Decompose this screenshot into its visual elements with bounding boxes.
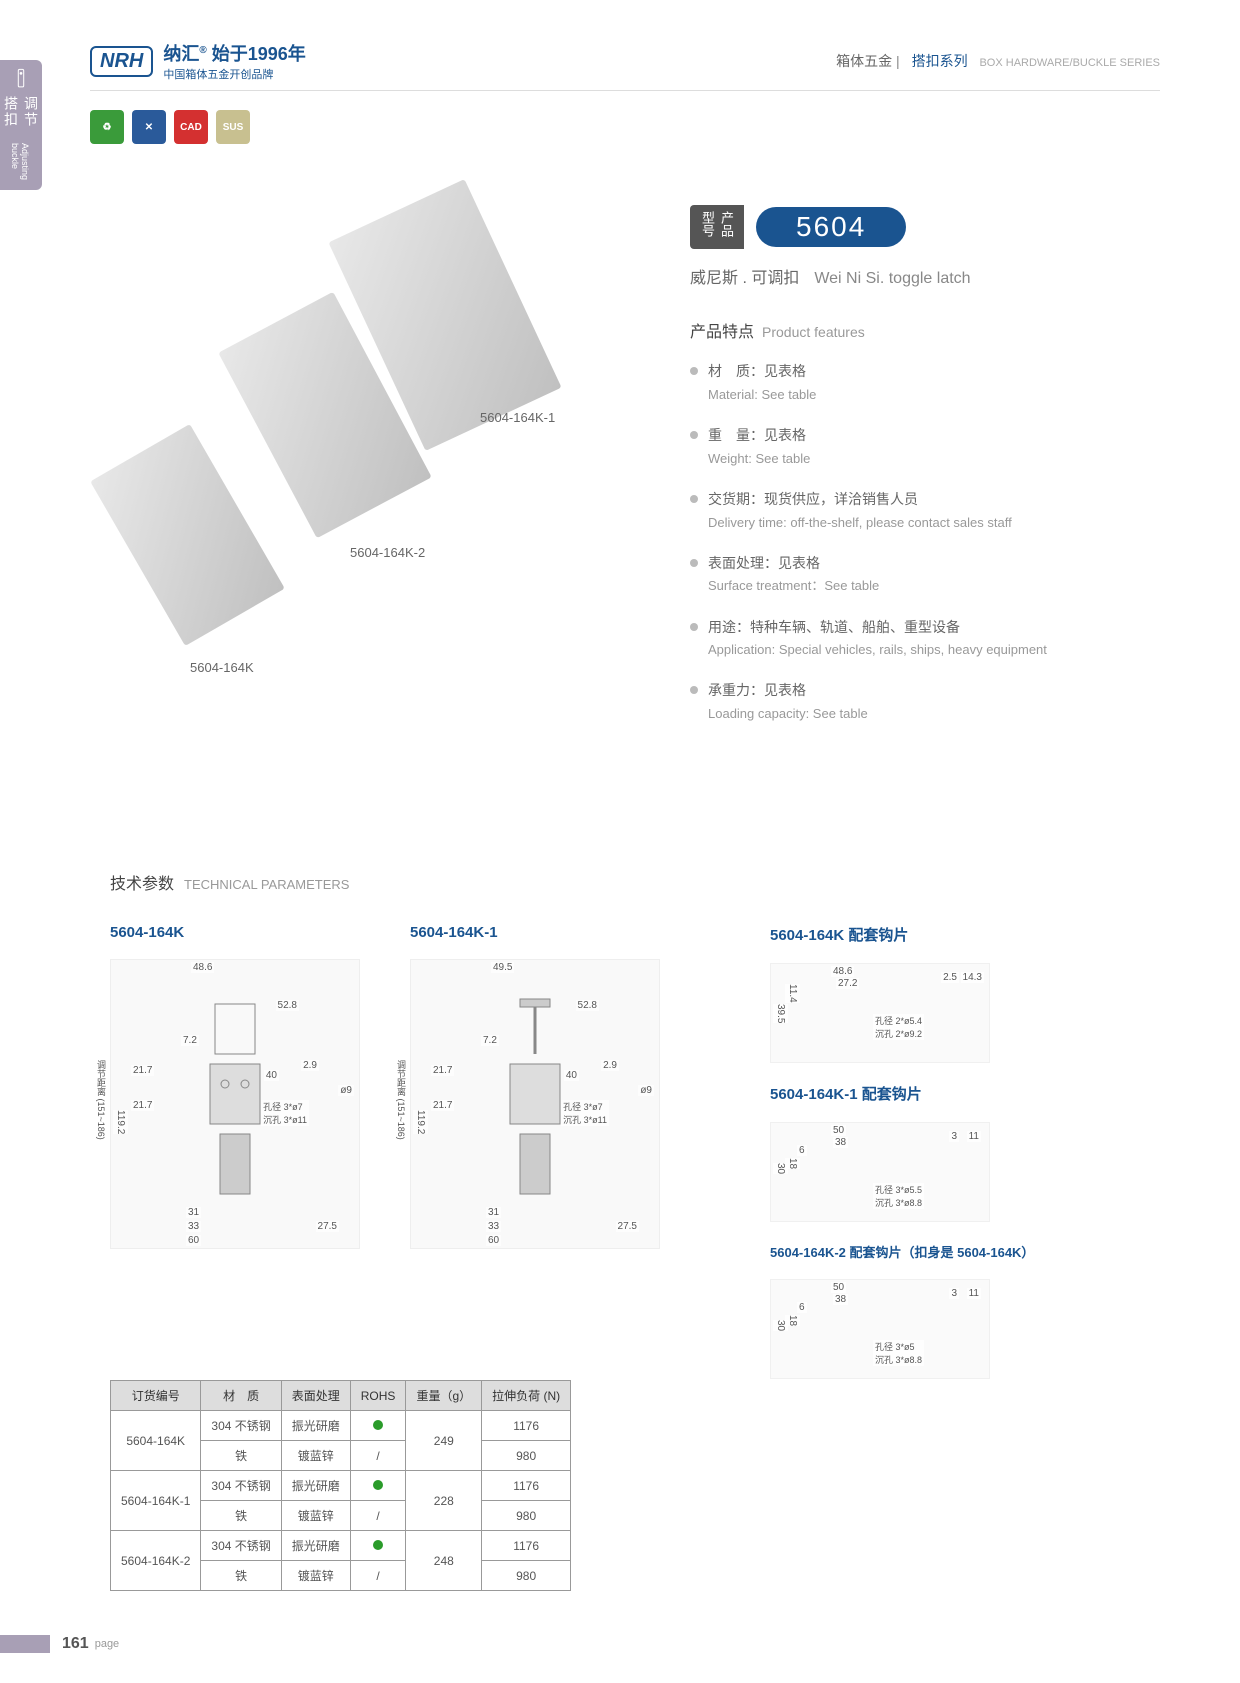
drawing-col-1: 5604-164K 48.6 52.8 7.2 21.7 21.7 119.2 … [110,924,360,1399]
table-header: 材 质 [201,1381,281,1411]
param-table: 订货编号材 质表面处理ROHS重量（g）拉伸负荷 (N)5604-164K304… [110,1380,571,1591]
header: NRH 纳汇® 始于1996年 中国箱体五金开创品牌 箱体五金 | 搭扣系列 B… [90,40,1160,82]
table-header: 重量（g） [406,1381,482,1411]
hook-title-1: 5604-164K 配套钩片 [770,924,1090,945]
drawings-row: 5604-164K 48.6 52.8 7.2 21.7 21.7 119.2 … [110,924,1160,1399]
page-footer: 161 page [0,1635,119,1653]
features-list: 材 质：见表格Material: See table 重 量：见表格Weight:… [690,360,1160,725]
product-images: 5604-164K-1 5604-164K-2 5604-164K [90,180,610,680]
tech-section: 技术参数TECHNICAL PARAMETERS 5604-164K 48.6 … [110,870,1160,1399]
model-label: 产品型号 [690,205,744,249]
logo-sub: 中国箱体五金开创品牌 [163,66,305,82]
product-label-2: 5604-164K-2 [350,545,425,560]
table-header: 表面处理 [281,1381,350,1411]
side-tab-cn: 调节搭扣 [1,96,41,142]
hook-drawing-2: 50 38 30 18 6 孔径 3*ø5.5 沉孔 3*ø8.8 3 11 [770,1122,990,1222]
drawing-1: 48.6 52.8 7.2 21.7 21.7 119.2 调节距离 (151~… [110,959,360,1249]
tech-title: 技术参数TECHNICAL PARAMETERS [110,870,1160,894]
latch-icon [12,68,30,88]
cad-icon: CAD [174,110,208,144]
table-header: 订货编号 [111,1381,201,1411]
feature-item: 交货期：现货供应，详洽销售人员Delivery time: off-the-sh… [690,488,1160,534]
feature-item: 表面处理：见表格Surface treatment：See table [690,552,1160,598]
table-header: ROHS [350,1381,406,1411]
model-row: 产品型号 5604 [690,205,1160,249]
table-header: 拉伸负荷 (N) [482,1381,571,1411]
logo: NRH 纳汇® 始于1996年 中国箱体五金开创品牌 [90,40,306,82]
sus-icon: SUS [216,110,250,144]
logo-mark: NRH [90,46,153,77]
side-tab: 调节搭扣 Adjusting buckle [0,60,42,190]
logo-main: 纳汇® 始于1996年 [163,40,305,66]
product-label-1: 5604-164K-1 [480,410,555,425]
product-name: 威尼斯 . 可调扣Wei Ni Si. toggle latch [690,264,1160,288]
table-row: 5604-164K304 不锈钢振光研磨2491176 [111,1411,571,1441]
drawing-title-2: 5604-164K-1 [410,924,660,941]
hook-title-3: 5604-164K-2 配套钩片（扣身是 5604-164K） [770,1242,1090,1261]
page-number: 161 [62,1635,89,1653]
table-row: 5604-164K-1304 不锈钢振光研磨2281176 [111,1471,571,1501]
product-label-3: 5604-164K [190,660,254,675]
hook-title-2: 5604-164K-1 配套钩片 [770,1083,1090,1104]
hooks-col: 5604-164K 配套钩片 48.6 27.2 39.5 11.4 孔径 2*… [770,924,1090,1399]
feature-item: 承重力：见表格Loading capacity: See table [690,679,1160,725]
table-row: 5604-164K-2304 不锈钢振光研磨2481176 [111,1531,571,1561]
feature-item: 重 量：见表格Weight: See table [690,424,1160,470]
feature-item: 材 质：见表格Material: See table [690,360,1160,406]
drawing-2: 49.5 52.8 7.2 21.7 21.7 119.2 调节距离 (151~… [410,959,660,1249]
tool-icon: ✕ [132,110,166,144]
model-number: 5604 [756,207,906,247]
drawing-col-2: 5604-164K-1 49.5 52.8 7.2 21.7 21.7 119.… [410,924,660,1399]
drawing-title-1: 5604-164K [110,924,360,941]
hook-drawing-1: 48.6 27.2 39.5 11.4 孔径 2*ø5.4 沉孔 2*ø9.2 … [770,963,990,1063]
page-text: page [95,1638,119,1650]
features-title: 产品特点Product features [690,318,1160,342]
info-panel: 产品型号 5604 威尼斯 . 可调扣Wei Ni Si. toggle lat… [690,205,1160,743]
hook-drawing-3: 50 38 30 18 6 孔径 3*ø5 沉孔 3*ø8.8 3 11 [770,1279,990,1379]
feature-item: 用途：特种车辆、轨道、船舶、重型设备Application: Special v… [690,616,1160,662]
header-category: 箱体五金 | 搭扣系列 BOX HARDWARE/BUCKLE SERIES [836,51,1160,71]
header-divider [90,90,1160,91]
param-table-section: 订货编号材 质表面处理ROHS重量（g）拉伸负荷 (N)5604-164K304… [110,1380,571,1591]
page-bar [0,1635,50,1653]
eco-icon: ♻ [90,110,124,144]
side-tab-en: Adjusting buckle [10,143,30,190]
feature-icons: ♻ ✕ CAD SUS [90,110,250,144]
product-image-3 [90,424,285,646]
